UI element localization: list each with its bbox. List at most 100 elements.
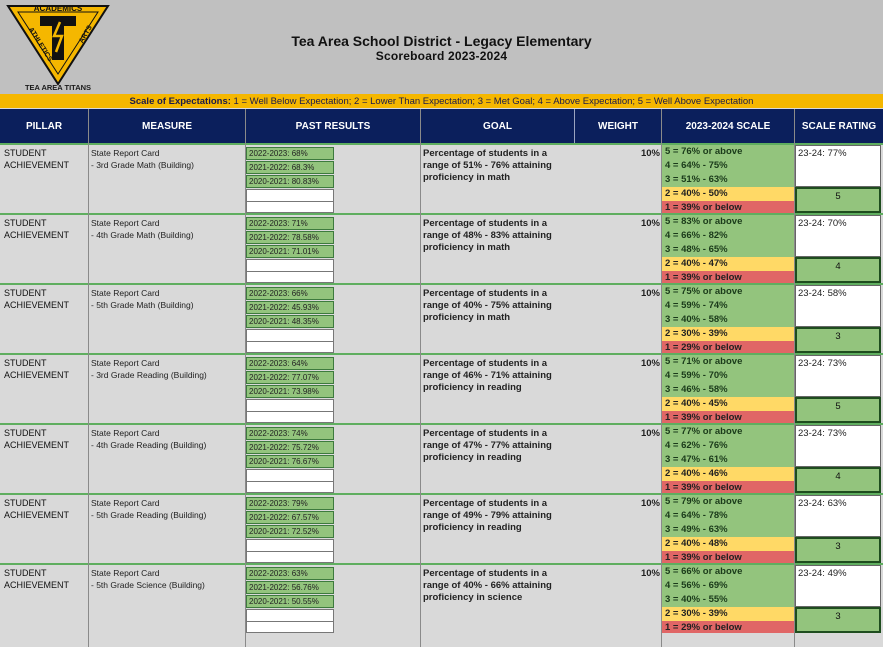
column-header-weight[interactable]: WEIGHT <box>575 109 662 143</box>
empty-cell[interactable] <box>246 271 334 283</box>
scale-rating-value[interactable]: 5 <box>795 187 881 213</box>
pillar-line: STUDENT <box>4 358 47 368</box>
past-result-value[interactable]: 2022-2023: 63% <box>246 567 334 580</box>
past-result-value[interactable]: 2020-2021: 76.67% <box>246 455 334 468</box>
pillar-cell[interactable]: STUDENT ACHIEVEMENT <box>4 147 69 171</box>
past-result-value[interactable]: 2022-2023: 64% <box>246 357 334 370</box>
past-result-value[interactable]: 2021-2022: 75.72% <box>246 441 334 454</box>
goal-cell[interactable]: Percentage of students in a range of 40%… <box>423 568 552 603</box>
past-results-cell[interactable]: 2022-2023: 71% 2021-2022: 78.58% 2020-2021… <box>246 215 334 283</box>
scale-rating-value[interactable]: 4 <box>795 257 881 283</box>
empty-cell[interactable] <box>246 411 334 423</box>
past-result-value[interactable]: 2022-2023: 71% <box>246 217 334 230</box>
pillar-cell[interactable]: STUDENT ACHIEVEMENT <box>4 497 69 521</box>
current-result-cell[interactable]: 23-24: 58% <box>795 285 881 327</box>
past-result-value[interactable]: 2020-2021: 50.55% <box>246 595 334 608</box>
scale-cell[interactable]: 5 = 66% or above 4 = 56% - 69% 3 = 40% - 5… <box>662 565 794 633</box>
scale-level: 4 = 64% - 78% <box>662 509 794 523</box>
past-result-value[interactable]: 2022-2023: 66% <box>246 287 334 300</box>
scale-cell[interactable]: 5 = 76% or above 4 = 64% - 75% 3 = 51% - 6… <box>662 145 794 213</box>
past-result-value[interactable]: 2020-2021: 73.98% <box>246 385 334 398</box>
scale-rating-value[interactable]: 4 <box>795 467 881 493</box>
current-result-cell[interactable]: 23-24: 49% <box>795 565 881 607</box>
column-header-measure[interactable]: MEASURE <box>89 109 246 143</box>
current-result-cell[interactable]: 23-24: 73% <box>795 355 881 397</box>
measure-cell[interactable]: State Report Card - 5th Grade Math (Buil… <box>91 287 194 311</box>
scale-cell[interactable]: 5 = 83% or above 4 = 66% - 82% 3 = 48% - 6… <box>662 215 794 283</box>
past-result-value[interactable]: 2022-2023: 68% <box>246 147 334 160</box>
weight-cell[interactable]: 10% <box>640 358 660 369</box>
pillar-line: ACHIEVEMENT <box>4 510 70 520</box>
measure-cell[interactable]: State Report Card - 4th Grade Math (Buil… <box>91 217 194 241</box>
table-row: STUDENT ACHIEVEMENT State Report Card - … <box>0 493 883 563</box>
goal-cell[interactable]: Percentage of students in a range of 51%… <box>423 148 552 183</box>
past-result-value[interactable]: 2020-2021: 48.35% <box>246 315 334 328</box>
weight-cell[interactable]: 10% <box>640 218 660 229</box>
past-result-value[interactable]: 2020-2021: 71.01% <box>246 245 334 258</box>
empty-cell[interactable] <box>246 201 334 213</box>
past-results-cell[interactable]: 2022-2023: 79% 2021-2022: 67.57% 2020-2021… <box>246 495 334 563</box>
past-result-value[interactable]: 2021-2022: 77.07% <box>246 371 334 384</box>
past-result-value[interactable]: 2021-2022: 45.93% <box>246 301 334 314</box>
current-result-cell[interactable]: 23-24: 73% <box>795 425 881 467</box>
measure-cell[interactable]: State Report Card - 4th Grade Reading (B… <box>91 427 206 451</box>
past-results-cell[interactable]: 2022-2023: 63% 2021-2022: 56.76% 2020-2021… <box>246 565 334 633</box>
goal-cell[interactable]: Percentage of students in a range of 48%… <box>423 218 552 253</box>
pillar-cell[interactable]: STUDENT ACHIEVEMENT <box>4 567 69 591</box>
past-results-cell[interactable]: 2022-2023: 64% 2021-2022: 77.07% 2020-2021… <box>246 355 334 423</box>
scale-cell[interactable]: 5 = 79% or above 4 = 64% - 78% 3 = 49% - 6… <box>662 495 794 563</box>
goal-cell[interactable]: Percentage of students in a range of 40%… <box>423 288 552 323</box>
past-result-value[interactable]: 2021-2022: 67.57% <box>246 511 334 524</box>
scale-level: 2 = 40% - 48% <box>662 537 794 551</box>
column-header-past-results[interactable]: PAST RESULTS <box>246 109 421 143</box>
past-result-value[interactable]: 2021-2022: 56.76% <box>246 581 334 594</box>
column-header-pillar[interactable]: PILLAR <box>0 109 89 143</box>
weight-cell[interactable]: 10% <box>640 498 660 509</box>
past-results-cell[interactable]: 2022-2023: 66% 2021-2022: 45.93% 2020-2021… <box>246 285 334 353</box>
past-result-value[interactable]: 2020-2021: 72.52% <box>246 525 334 538</box>
measure-cell[interactable]: State Report Card - 3rd Grade Reading (B… <box>91 357 207 381</box>
column-header-scale[interactable]: 2023-2024 SCALE <box>662 109 795 143</box>
past-result-value[interactable]: 2022-2023: 79% <box>246 497 334 510</box>
column-header-scale-rating[interactable]: SCALE RATING <box>801 121 877 132</box>
weight-cell[interactable]: 10% <box>640 288 660 299</box>
weight-cell[interactable]: 10% <box>640 568 660 579</box>
past-result-value[interactable]: 2021-2022: 78.58% <box>246 231 334 244</box>
current-result-cell[interactable]: 23-24: 70% <box>795 215 881 257</box>
past-results-cell[interactable]: 2022-2023: 68% 2021-2022: 68.3% 2020-2021:… <box>246 145 334 213</box>
scale-level: 5 = 83% or above <box>662 215 794 229</box>
empty-cell[interactable] <box>246 551 334 563</box>
scale-cell[interactable]: 5 = 77% or above 4 = 62% - 76% 3 = 47% - 6… <box>662 425 794 493</box>
current-result-cell[interactable]: 23-24: 63% <box>795 495 881 537</box>
pillar-cell[interactable]: STUDENT ACHIEVEMENT <box>4 357 69 381</box>
scale-rating-value[interactable]: 3 <box>795 537 881 563</box>
weight-cell[interactable]: 10% <box>640 428 660 439</box>
current-result-cell[interactable]: 23-24: 77% <box>795 145 881 187</box>
scale-level: 3 = 46% - 58% <box>662 383 794 397</box>
scale-rating-value[interactable]: 3 <box>795 607 881 633</box>
scale-cell[interactable]: 5 = 75% or above 4 = 59% - 74% 3 = 40% - 5… <box>662 285 794 353</box>
pillar-cell[interactable]: STUDENT ACHIEVEMENT <box>4 287 69 311</box>
empty-cell[interactable] <box>246 481 334 493</box>
pillar-cell[interactable]: STUDENT ACHIEVEMENT <box>4 427 69 451</box>
goal-cell[interactable]: Percentage of students in a range of 49%… <box>423 498 552 533</box>
past-result-value[interactable]: 2022-2023: 74% <box>246 427 334 440</box>
goal-cell[interactable]: Percentage of students in a range of 46%… <box>423 358 552 393</box>
scale-cell[interactable]: 5 = 71% or above 4 = 59% - 70% 3 = 46% - 5… <box>662 355 794 423</box>
weight-cell[interactable]: 10% <box>640 148 660 159</box>
column-header-row: PILLAR MEASURE PAST RESULTS GOAL WEIGHT … <box>0 109 883 143</box>
past-result-value[interactable]: 2020-2021: 80.83% <box>246 175 334 188</box>
measure-cell[interactable]: State Report Card - 5th Grade Science (B… <box>91 567 205 591</box>
empty-cell[interactable] <box>246 341 334 353</box>
scale-level: 5 = 75% or above <box>662 285 794 299</box>
past-results-cell[interactable]: 2022-2023: 74% 2021-2022: 75.72% 2020-2021… <box>246 425 334 493</box>
past-result-value[interactable]: 2021-2022: 68.3% <box>246 161 334 174</box>
scale-rating-value[interactable]: 5 <box>795 397 881 423</box>
goal-cell[interactable]: Percentage of students in a range of 47%… <box>423 428 552 463</box>
empty-cell[interactable] <box>246 621 334 633</box>
measure-cell[interactable]: State Report Card - 5th Grade Reading (B… <box>91 497 206 521</box>
column-header-goal[interactable]: GOAL <box>421 109 575 143</box>
measure-cell[interactable]: State Report Card - 3rd Grade Math (Buil… <box>91 147 194 171</box>
pillar-cell[interactable]: STUDENT ACHIEVEMENT <box>4 217 69 241</box>
scale-rating-value[interactable]: 3 <box>795 327 881 353</box>
